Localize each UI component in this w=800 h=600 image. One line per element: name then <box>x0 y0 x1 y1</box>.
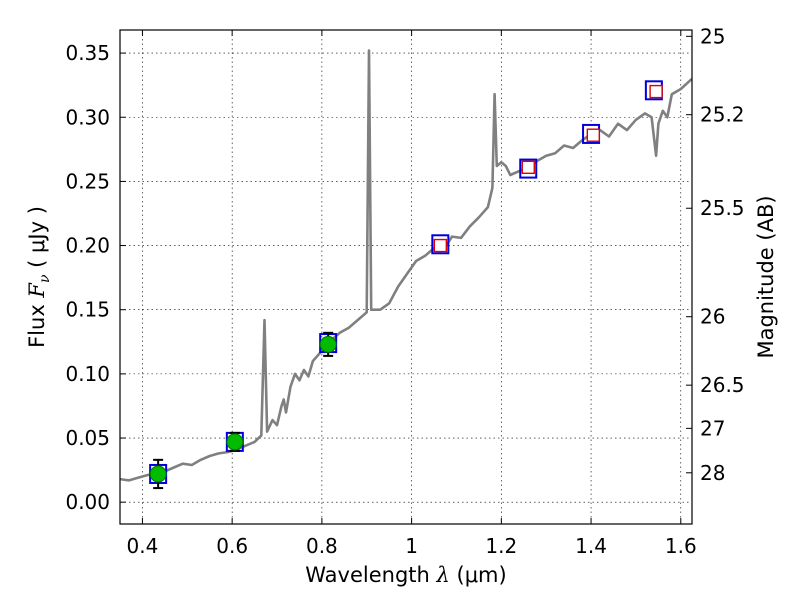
y2-tick-label: 28 <box>700 461 725 485</box>
x-tick-label: 1.2 <box>485 534 517 558</box>
y2-tick-label: 25 <box>700 24 725 48</box>
y-axis-label: Flux Fν ( μJy ) <box>25 206 53 348</box>
y2-tick-label: 27 <box>700 416 725 440</box>
y2-axis-label: Magnitude (AB) <box>754 195 778 358</box>
y-tick-label: 0.20 <box>65 234 110 258</box>
y-tick-label: 0.05 <box>65 426 110 450</box>
y-tick-label: 0.25 <box>65 169 110 193</box>
plot-frame <box>119 29 693 525</box>
x-tick-label: 1 <box>405 534 418 558</box>
x-tick-label: 1.6 <box>665 534 697 558</box>
x-tick-label: 1.4 <box>575 534 607 558</box>
model-photometry-square <box>431 234 450 255</box>
observed-point <box>319 335 337 353</box>
x-tick-label: 0.8 <box>306 534 338 558</box>
observed-point <box>149 465 167 483</box>
y-tick-label: 0.15 <box>65 298 110 322</box>
spectrum-line <box>120 49 692 482</box>
y2-tick-label: 26.5 <box>700 373 745 397</box>
photometry-markers <box>149 80 663 490</box>
upper-limit-square <box>649 84 663 99</box>
y-tick-label: 0.35 <box>65 41 110 65</box>
model-photometry-square <box>519 158 538 179</box>
y2-tick-label: 25.2 <box>700 103 745 127</box>
observed-point <box>226 433 244 451</box>
y-tick-label: 0.30 <box>65 105 110 129</box>
x-axis-label: Wavelength λ (μm) <box>305 563 506 587</box>
upper-limit-square <box>586 128 601 142</box>
upper-limit-square <box>521 160 535 174</box>
x-tick-label: 0.4 <box>127 534 159 558</box>
y-tick-label: 0.10 <box>65 362 110 386</box>
upper-limit-square <box>433 238 448 253</box>
y-tick-label: 0.00 <box>65 490 110 514</box>
axis-ticks: 0.4 0.6 0.8 1 1.2 1.4 1.6 0.00 0.05 0.10 0.15 0.20 0… <box>65 24 744 558</box>
y2-tick-label: 26 <box>700 305 725 329</box>
grid-lines <box>120 30 692 524</box>
x-tick-label: 0.6 <box>216 534 248 558</box>
model-spectrum-series <box>120 49 692 482</box>
y2-tick-label: 25.5 <box>700 196 745 220</box>
